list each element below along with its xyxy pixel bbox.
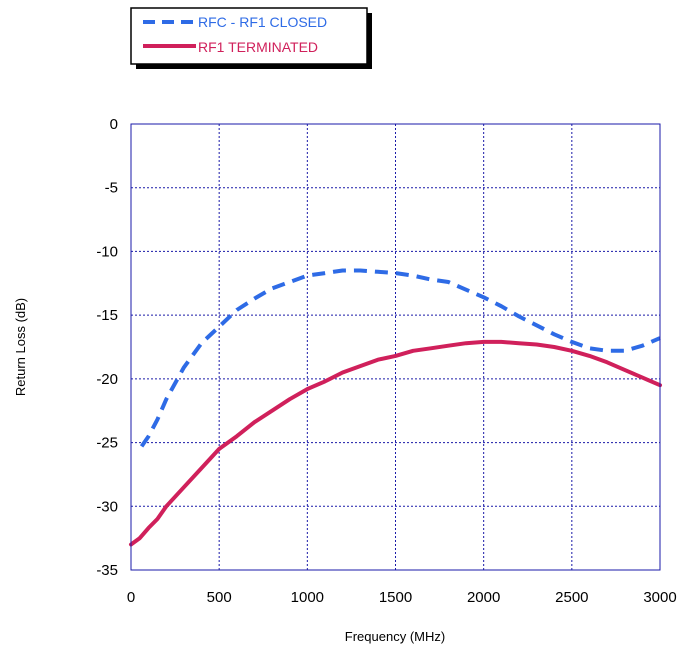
x-tick-label: 500 [207, 589, 232, 606]
y-tick-label: -30 [96, 498, 118, 515]
x-tick-label: 3000 [643, 589, 676, 606]
series-lines [129, 268, 662, 547]
y-axis-title: Return Loss (dB) [13, 298, 28, 396]
x-tick-label: 2000 [467, 589, 500, 606]
legend: RFC - RF1 CLOSED RF1 TERMINATED [130, 7, 372, 69]
y-tick-label: -25 [96, 435, 118, 452]
grid-lines [131, 124, 660, 570]
y-tick-label: -15 [96, 307, 118, 324]
plot-border [130, 123, 661, 571]
x-axis-title: Frequency (MHz) [345, 629, 445, 644]
legend-label-closed: RFC - RF1 CLOSED [198, 14, 327, 30]
legend-label-terminated: RF1 TERMINATED [198, 39, 318, 55]
y-tick-label: -10 [96, 243, 118, 260]
series-line-closed [139, 268, 661, 448]
legend-box [130, 7, 368, 65]
series-line-terminated [129, 339, 662, 547]
x-tick-label: 0 [127, 589, 135, 606]
y-tick-labels: 0 -5 -10 -15 -20 -25 -30 -35 [96, 116, 118, 579]
y-tick-label: -5 [105, 180, 118, 197]
y-tick-label: -35 [96, 562, 118, 579]
x-tick-label: 1000 [291, 589, 324, 606]
plot-area [129, 123, 662, 571]
y-tick-label: 0 [110, 116, 118, 133]
x-tick-label: 1500 [379, 589, 412, 606]
y-tick-label: -20 [96, 371, 118, 388]
x-tick-labels: 0 500 1000 1500 2000 2500 3000 [127, 589, 677, 606]
x-tick-label: 2500 [555, 589, 588, 606]
